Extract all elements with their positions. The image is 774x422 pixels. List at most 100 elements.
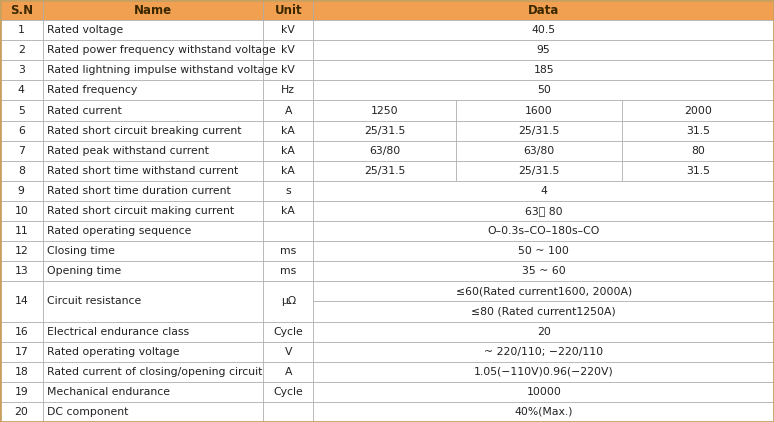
Text: 185: 185 xyxy=(533,65,554,76)
Text: 40%(Max.): 40%(Max.) xyxy=(515,407,573,417)
Bar xyxy=(43,80,263,100)
Text: Rated voltage: Rated voltage xyxy=(47,25,124,35)
Bar xyxy=(0,80,43,100)
Text: Rated operating voltage: Rated operating voltage xyxy=(47,346,180,357)
Bar xyxy=(0,141,43,161)
Bar xyxy=(263,221,313,241)
Text: 25/31.5: 25/31.5 xyxy=(519,166,560,176)
Text: 10: 10 xyxy=(15,206,28,216)
Text: 31.5: 31.5 xyxy=(686,126,710,135)
Bar xyxy=(43,402,263,422)
Bar xyxy=(263,121,313,141)
Text: kA: kA xyxy=(282,146,295,156)
Text: kA: kA xyxy=(282,126,295,135)
Bar xyxy=(263,322,313,342)
Text: V: V xyxy=(285,346,292,357)
Bar xyxy=(263,100,313,121)
Text: 4: 4 xyxy=(540,186,547,196)
Bar xyxy=(0,322,43,342)
Text: 63/80: 63/80 xyxy=(369,146,400,156)
Bar xyxy=(313,201,774,221)
Text: Rated peak withstand current: Rated peak withstand current xyxy=(47,146,209,156)
Bar xyxy=(263,261,313,281)
Bar xyxy=(263,402,313,422)
Bar xyxy=(313,382,774,402)
Text: 9: 9 xyxy=(18,186,25,196)
Text: 7: 7 xyxy=(18,146,25,156)
Text: Rated short circuit breaking current: Rated short circuit breaking current xyxy=(47,126,241,135)
Text: 63； 80: 63； 80 xyxy=(525,206,563,216)
Bar xyxy=(0,221,43,241)
Bar xyxy=(313,161,456,181)
Text: Rated short circuit making current: Rated short circuit making current xyxy=(47,206,235,216)
Bar xyxy=(263,241,313,261)
Bar xyxy=(313,60,774,80)
Text: 31.5: 31.5 xyxy=(686,166,710,176)
Bar xyxy=(43,281,263,322)
Bar xyxy=(43,382,263,402)
Bar xyxy=(263,161,313,181)
Text: 13: 13 xyxy=(15,266,28,276)
Bar xyxy=(0,181,43,201)
Bar xyxy=(313,362,774,382)
Bar xyxy=(0,161,43,181)
Bar xyxy=(622,141,774,161)
Bar xyxy=(43,60,263,80)
Bar xyxy=(0,60,43,80)
Text: Rated current: Rated current xyxy=(47,106,122,116)
Text: Opening time: Opening time xyxy=(47,266,122,276)
Text: 50 ~ 100: 50 ~ 100 xyxy=(519,246,569,256)
Text: 25/31.5: 25/31.5 xyxy=(364,166,406,176)
Text: Data: Data xyxy=(528,3,560,16)
Text: 18: 18 xyxy=(15,367,28,377)
Bar xyxy=(313,221,774,241)
Bar xyxy=(313,121,456,141)
Bar xyxy=(263,0,313,20)
Bar xyxy=(263,20,313,40)
Bar xyxy=(43,161,263,181)
Text: 50: 50 xyxy=(537,85,550,95)
Text: Rated operating sequence: Rated operating sequence xyxy=(47,226,192,236)
Text: Rated power frequency withstand voltage: Rated power frequency withstand voltage xyxy=(47,45,276,55)
Text: 1.05(−110V)0.96(−220V): 1.05(−110V)0.96(−220V) xyxy=(474,367,614,377)
Bar xyxy=(313,0,774,20)
Bar xyxy=(313,301,774,322)
Bar xyxy=(313,40,774,60)
Bar xyxy=(43,100,263,121)
Bar xyxy=(43,201,263,221)
Text: 25/31.5: 25/31.5 xyxy=(519,126,560,135)
Bar xyxy=(313,261,774,281)
Text: Mechanical endurance: Mechanical endurance xyxy=(47,387,170,397)
Text: 11: 11 xyxy=(15,226,28,236)
Text: Rated short time withstand current: Rated short time withstand current xyxy=(47,166,238,176)
Text: Name: Name xyxy=(134,3,172,16)
Text: 20: 20 xyxy=(15,407,28,417)
Bar xyxy=(313,141,456,161)
Text: A: A xyxy=(285,367,292,377)
Bar xyxy=(43,0,263,20)
Bar xyxy=(0,241,43,261)
Bar xyxy=(313,281,774,301)
Bar xyxy=(0,0,43,20)
Text: ms: ms xyxy=(280,266,296,276)
Text: Hz: Hz xyxy=(281,85,296,95)
Bar xyxy=(263,382,313,402)
Bar xyxy=(0,281,43,322)
Text: 12: 12 xyxy=(15,246,28,256)
Text: O–0.3s–CO–180s–CO: O–0.3s–CO–180s–CO xyxy=(488,226,600,236)
Bar xyxy=(456,121,622,141)
Bar xyxy=(263,342,313,362)
Text: 63/80: 63/80 xyxy=(523,146,555,156)
Text: 10000: 10000 xyxy=(526,387,561,397)
Text: kA: kA xyxy=(282,206,295,216)
Text: ≤60(Rated current1600, 2000A): ≤60(Rated current1600, 2000A) xyxy=(456,287,632,296)
Text: 6: 6 xyxy=(18,126,25,135)
Bar xyxy=(313,322,774,342)
Text: 1250: 1250 xyxy=(371,106,399,116)
Text: Unit: Unit xyxy=(275,3,302,16)
Text: Circuit resistance: Circuit resistance xyxy=(47,296,142,306)
Bar xyxy=(622,100,774,121)
Bar xyxy=(456,100,622,121)
Text: ≤80 (Rated current1250A): ≤80 (Rated current1250A) xyxy=(471,306,616,316)
Bar xyxy=(0,100,43,121)
